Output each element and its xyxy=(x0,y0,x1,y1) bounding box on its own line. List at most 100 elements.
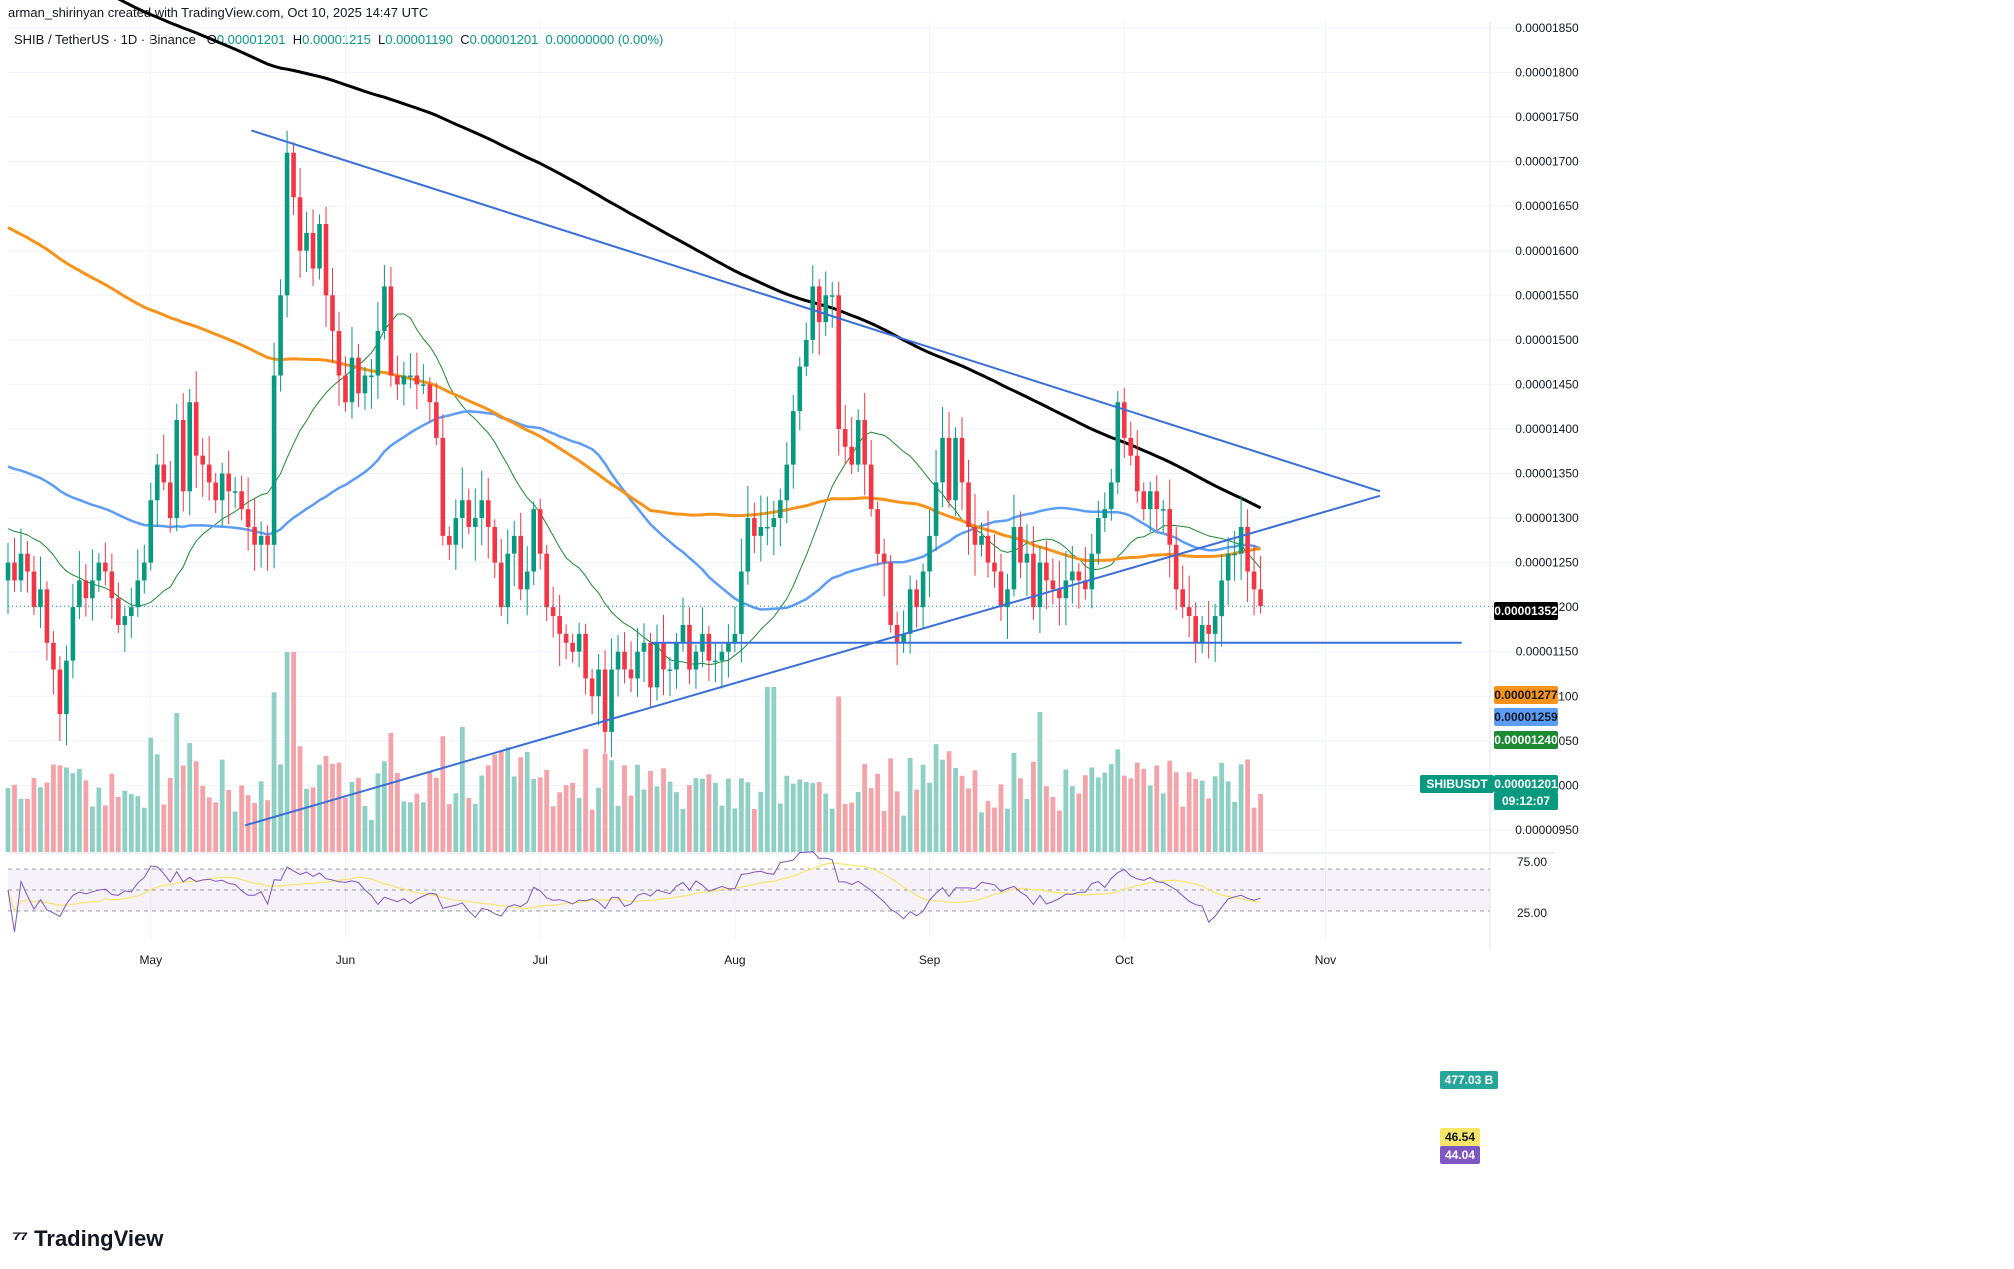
candle-body xyxy=(1251,571,1257,590)
price-tick-label: 0.00000950 xyxy=(1515,823,1579,837)
candle-body xyxy=(25,553,30,572)
volume-bar xyxy=(888,758,894,852)
candle xyxy=(310,209,316,286)
candle xyxy=(421,364,426,395)
volume-bar xyxy=(239,785,245,852)
candle xyxy=(1057,560,1062,626)
candle xyxy=(609,638,614,757)
volume-bar xyxy=(1160,793,1166,852)
ma20-badge-bg xyxy=(1494,731,1558,749)
tradingview-logo-text: TradingView xyxy=(34,1226,164,1251)
time-tick-label: Sep xyxy=(919,953,941,967)
volume-bar xyxy=(1121,775,1127,852)
volume-bar xyxy=(745,782,751,852)
candle xyxy=(453,499,459,570)
candle-body xyxy=(823,295,829,323)
tradingview-logo[interactable]: ⁷⁷ TradingView xyxy=(12,1226,163,1252)
candle xyxy=(492,519,498,579)
volume-bar xyxy=(1134,762,1140,852)
candle-body xyxy=(1206,624,1211,634)
candle xyxy=(700,607,705,668)
volume-bar xyxy=(732,808,738,852)
low-value: 0.00001190 xyxy=(385,32,453,47)
candle-body xyxy=(213,482,218,501)
volume-bar xyxy=(1031,761,1036,852)
candle xyxy=(1199,616,1205,654)
candle xyxy=(1102,492,1108,532)
candle-body xyxy=(408,375,413,377)
volume-bar xyxy=(440,736,446,852)
volume-bar xyxy=(226,789,232,852)
candle xyxy=(70,584,76,679)
price-tick-label: 0.00001350 xyxy=(1515,467,1579,481)
ma200-badge: 0.00001352 xyxy=(1494,604,1558,618)
candle xyxy=(96,553,102,592)
candle-body xyxy=(304,232,309,251)
volume-bar xyxy=(57,765,63,852)
candle xyxy=(258,521,264,568)
volume-bar xyxy=(972,770,978,852)
candle-body xyxy=(12,562,17,581)
candle-body xyxy=(758,526,764,536)
candle xyxy=(596,654,601,726)
candle xyxy=(985,510,991,578)
high-value: 0.00001215 xyxy=(302,32,371,47)
volume-bar xyxy=(979,812,984,852)
candle-body xyxy=(940,437,945,483)
candle-body xyxy=(726,642,731,652)
candle xyxy=(466,488,472,535)
candle-body xyxy=(778,500,783,519)
volume-bar xyxy=(933,744,939,852)
time-axis[interactable]: May Jun Jul Aug Sep Oct Nov xyxy=(139,953,1336,967)
candle-body xyxy=(1011,526,1017,590)
candle xyxy=(18,528,24,593)
volume-bar xyxy=(297,746,303,852)
time-tick-label: Aug xyxy=(724,953,745,967)
time-tick-label: Oct xyxy=(1115,953,1134,967)
candle xyxy=(103,542,108,586)
volume-bar xyxy=(505,747,511,852)
candle xyxy=(498,539,504,616)
volume-bar xyxy=(719,805,725,852)
volume-bar xyxy=(161,804,167,852)
candle-body xyxy=(920,571,926,608)
candle-body xyxy=(466,500,472,527)
rsi-ma-line xyxy=(7,862,1261,913)
descending-trendline xyxy=(251,129,1381,493)
volume-bar xyxy=(661,768,666,852)
candle xyxy=(265,525,270,571)
countdown-badge-bg xyxy=(1494,792,1558,810)
volume-bar xyxy=(687,785,692,852)
candle xyxy=(174,403,180,532)
volume-bar xyxy=(1063,769,1069,852)
candle-body xyxy=(427,384,433,403)
candle xyxy=(1083,546,1088,600)
candle-body xyxy=(343,375,348,403)
candle xyxy=(297,168,303,278)
candle-body xyxy=(1083,580,1088,590)
candle xyxy=(1238,495,1244,581)
volume-bar xyxy=(693,778,699,852)
candle-body xyxy=(855,420,861,465)
volume-bar xyxy=(511,776,517,852)
candle xyxy=(1160,499,1166,533)
candle-body xyxy=(317,224,322,269)
candle xyxy=(148,482,154,571)
price-tick-label: 0.00001550 xyxy=(1515,288,1579,302)
candle-body xyxy=(1245,526,1250,572)
volume-bar xyxy=(1212,776,1218,852)
candle-body xyxy=(803,339,809,367)
volume-bar xyxy=(1193,779,1199,852)
trendlines[interactable] xyxy=(8,129,1500,827)
candle-body xyxy=(77,580,82,608)
volume-bar xyxy=(654,786,660,852)
price-axis[interactable]: 0.00001850 0.00001800 0.00001750 0.00001700… xyxy=(1489,21,1579,950)
volume-bar xyxy=(25,799,30,852)
volume-bar xyxy=(1154,765,1160,852)
candle-body xyxy=(356,357,361,394)
candle-body xyxy=(687,624,692,670)
volume-bar xyxy=(479,775,485,852)
volume-bar xyxy=(1102,772,1108,852)
candle-body xyxy=(1128,437,1134,456)
